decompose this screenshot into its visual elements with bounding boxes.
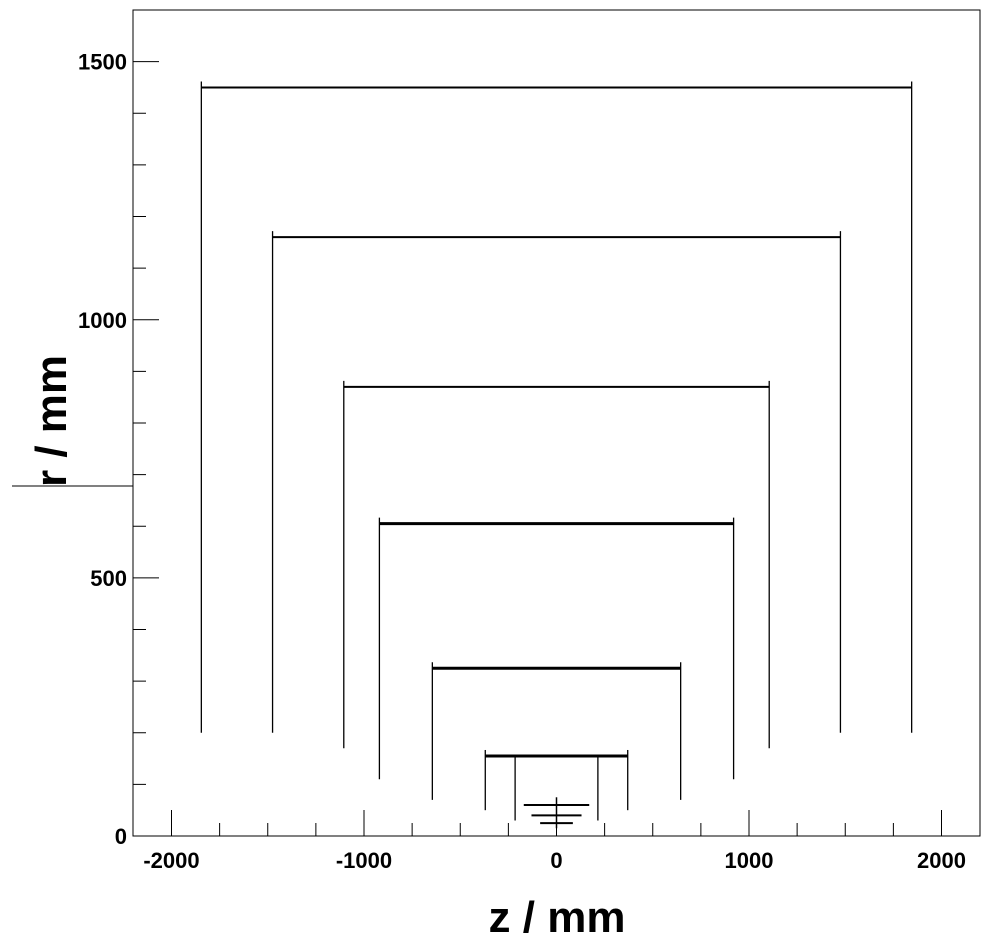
x-tick-label: 2000 [917, 848, 966, 873]
y-axis-label: r / mm [27, 355, 76, 487]
y-tick-label: 1500 [78, 50, 127, 75]
y-tick-label: 500 [90, 566, 127, 591]
y-tick-label: 0 [115, 824, 127, 849]
y-tick-label: 1000 [78, 308, 127, 333]
x-tick-label: 0 [550, 848, 562, 873]
plot-frame [132, 9, 981, 837]
x-tick-label: -1000 [336, 848, 392, 873]
x-axis-label: z / mm [489, 893, 626, 940]
x-tick-label: 1000 [725, 848, 774, 873]
x-tick-label: -2000 [143, 848, 199, 873]
